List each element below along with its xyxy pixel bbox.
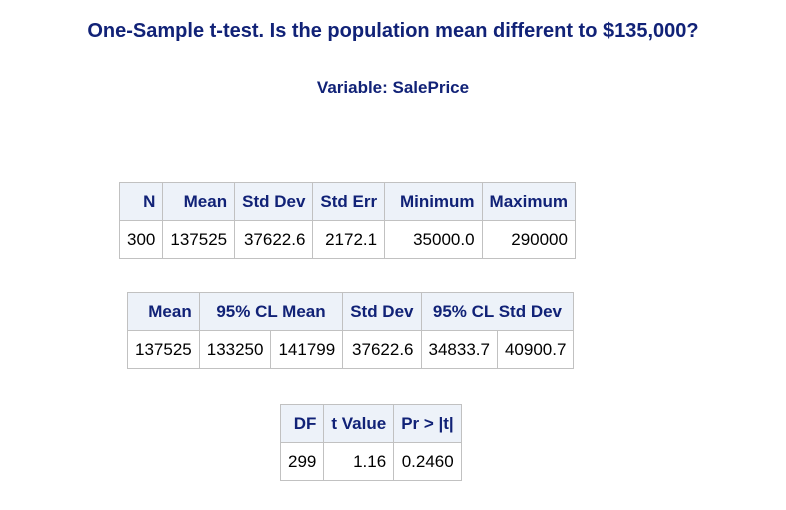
- table-row: 137525 133250 141799 37622.6 34833.7 409…: [127, 330, 575, 369]
- cell-cl-std-dev-upper: 40900.7: [496, 330, 575, 369]
- cell-t-value: 1.16: [323, 442, 395, 481]
- cell-std-err: 2172.1: [312, 220, 386, 259]
- col-header-minimum: Minimum: [384, 182, 483, 221]
- confidence-limits-table: Mean 95% CL Mean Std Dev 95% CL Std Dev …: [127, 292, 575, 369]
- cell-p-value: 0.2460: [393, 442, 462, 481]
- cell-minimum: 35000.0: [384, 220, 483, 259]
- cell-std-dev: 37622.6: [234, 220, 314, 259]
- page-title: One-Sample t-test. Is the population mea…: [87, 20, 699, 42]
- table-header-row: DF t Value Pr > |t|: [279, 404, 462, 443]
- summary-statistics-table: N Mean Std Dev Std Err Minimum Maximum 3…: [118, 182, 576, 259]
- cell-df: 299: [279, 442, 325, 481]
- table-row: 299 1.16 0.2460: [279, 442, 462, 481]
- col-header-std-err: Std Err: [312, 182, 386, 221]
- col-header-mean: Mean: [162, 182, 236, 221]
- col-header-cl-mean: 95% CL Mean: [198, 292, 344, 331]
- table-header-row: Mean 95% CL Mean Std Dev 95% CL Std Dev: [127, 292, 575, 331]
- cell-cl-mean-lower: 133250: [198, 330, 272, 369]
- cell-cl-mean-upper: 141799: [270, 330, 344, 369]
- cell-n: 300: [118, 220, 164, 259]
- col-header-maximum: Maximum: [481, 182, 576, 221]
- t-test-table: DF t Value Pr > |t| 299 1.16 0.2460: [279, 404, 462, 481]
- cell-maximum: 290000: [481, 220, 576, 259]
- cell-mean: 137525: [162, 220, 236, 259]
- variable-subtitle: Variable: SalePrice: [316, 78, 470, 97]
- col-header-mean: Mean: [127, 292, 200, 331]
- col-header-std-dev: Std Dev: [234, 182, 314, 221]
- cell-std-dev: 37622.6: [342, 330, 422, 369]
- cell-cl-std-dev-lower: 34833.7: [420, 330, 498, 369]
- col-header-df: DF: [279, 404, 325, 443]
- col-header-t-value: t Value: [323, 404, 395, 443]
- col-header-p-value: Pr > |t|: [393, 404, 462, 443]
- cell-mean: 137525: [127, 330, 200, 369]
- table-row: 300 137525 37622.6 2172.1 35000.0 290000: [118, 220, 576, 259]
- col-header-cl-std-dev: 95% CL Std Dev: [420, 292, 575, 331]
- table-header-row: N Mean Std Dev Std Err Minimum Maximum: [118, 182, 576, 221]
- col-header-n: N: [118, 182, 164, 221]
- col-header-std-dev: Std Dev: [342, 292, 422, 331]
